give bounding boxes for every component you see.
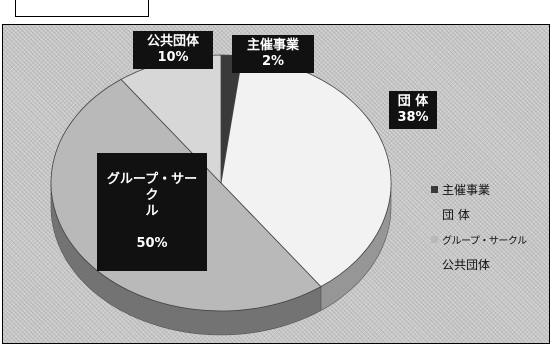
data-label-category: 公共団体 <box>146 34 199 49</box>
legend-swatch <box>431 211 438 218</box>
legend-swatch <box>431 236 438 243</box>
data-label-kokyo-dantai: 公共団体 10% <box>133 31 213 69</box>
legend-swatch <box>431 186 438 193</box>
legend-item-group-circle: グループ・サークル <box>431 227 545 252</box>
data-label-shusai-jigyo: 主催事業 2% <box>232 35 314 73</box>
data-label-category: 団 体 <box>397 94 429 109</box>
legend-label: 公共団体 <box>442 258 491 272</box>
legend-label: 主催事業 <box>442 183 491 197</box>
data-label-dantai: 団 体 38% <box>389 91 437 129</box>
data-label-category: グループ・サーク ル <box>106 172 198 219</box>
data-label-percent: 38% <box>397 110 429 125</box>
data-label-group-circle: グループ・サーク ル 50% <box>97 153 207 271</box>
legend-item-dantai: 団 体 <box>431 202 545 227</box>
legend-swatch <box>431 261 438 268</box>
legend-label: 団 体 <box>442 208 470 222</box>
data-label-category: 主催事業 <box>246 38 299 53</box>
chart-frame: 主催事業 2% 団 体 38% グループ・サーク ル 50% 公共団体 10% … <box>2 24 550 344</box>
legend-label: グループ・サークル <box>442 236 527 247</box>
data-label-percent: 50% <box>136 236 168 251</box>
data-label-percent: 10% <box>157 50 189 65</box>
chart-legend: 主催事業 団 体 グループ・サークル 公共団体 <box>431 177 545 277</box>
legend-item-kokyo-dantai: 公共団体 <box>431 252 545 277</box>
legend-item-shusai-jigyo: 主催事業 <box>431 177 545 202</box>
chart-title-box <box>15 0 149 17</box>
data-label-percent: 2% <box>261 54 285 69</box>
